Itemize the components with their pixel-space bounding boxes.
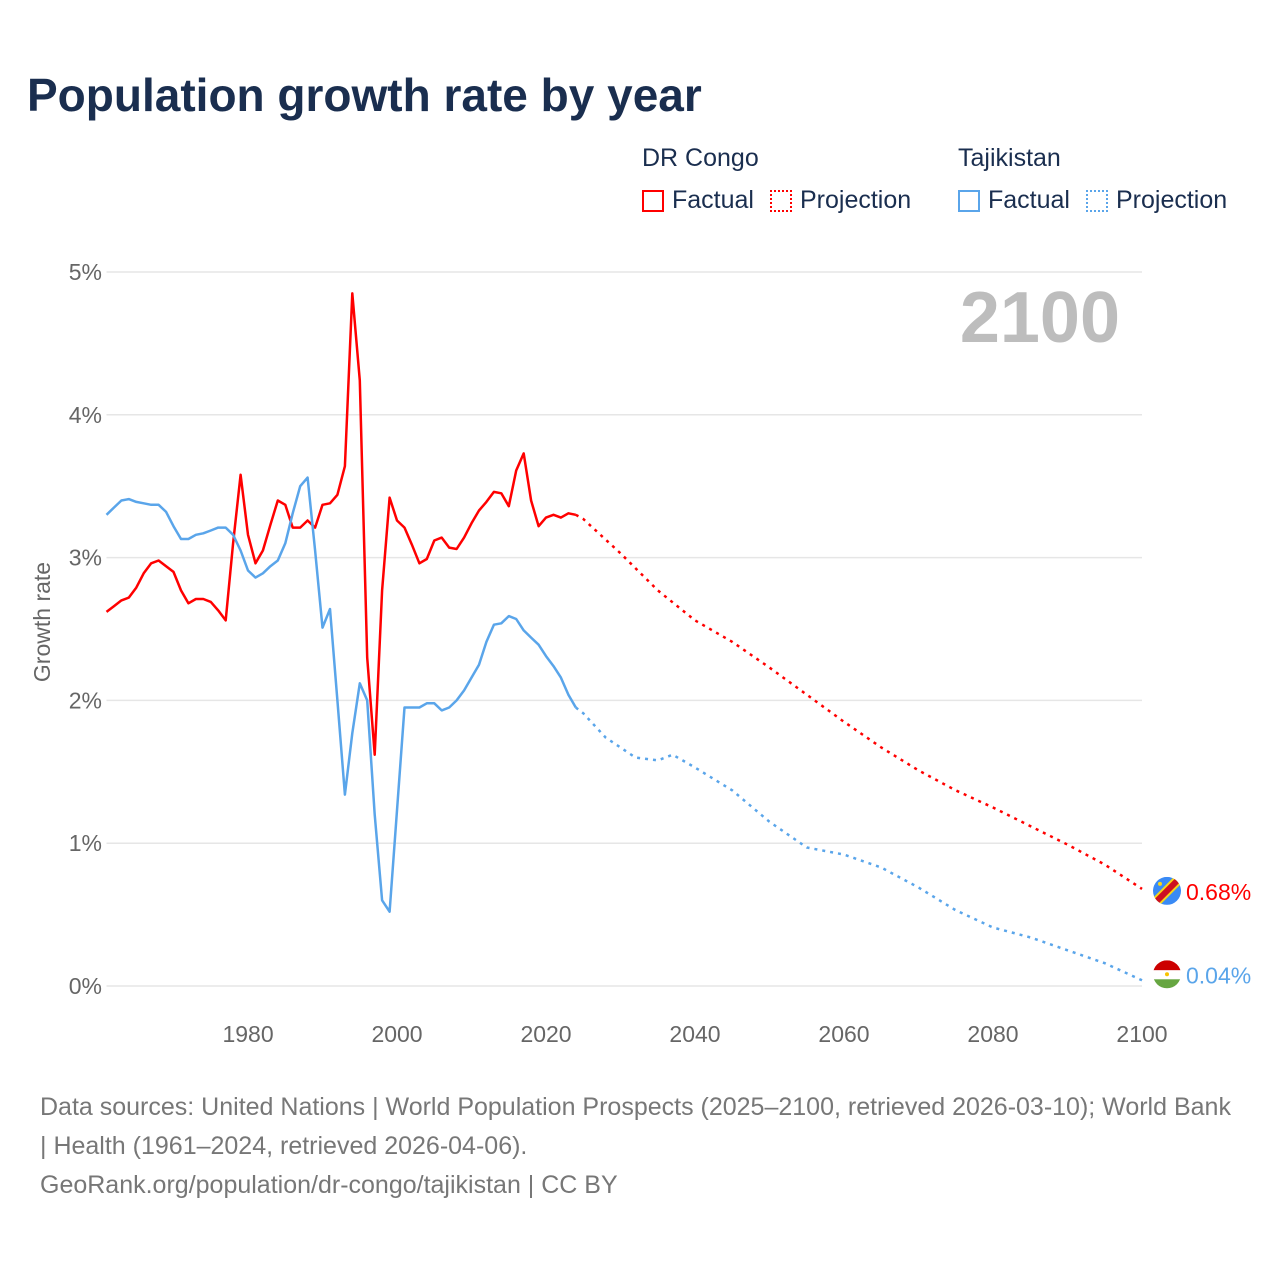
legend-swatch-dotted <box>769 189 792 212</box>
dr-congo-end-value: 0.68% <box>1186 879 1251 905</box>
y-tick-label: 0% <box>69 973 102 999</box>
tajikistan-projection-line <box>575 706 1143 982</box>
dr-congo-factual-line <box>105 292 577 756</box>
flag-crown <box>1165 972 1169 977</box>
tajikistan-end-value: 0.04% <box>1186 962 1251 988</box>
x-tick-label: 2060 <box>818 1021 869 1047</box>
footer: Data sources: United Nations | World Pop… <box>40 1088 1240 1205</box>
attribution-link[interactable]: GeoRank.org/population/dr-congo/tajikist… <box>40 1171 618 1199</box>
y-tick-label: 2% <box>69 687 102 713</box>
x-tick-label: 2020 <box>520 1021 571 1047</box>
legend-label: Projection <box>799 186 912 214</box>
dr-congo-projection-line <box>575 513 1143 890</box>
legend-item-factual[interactable]: Factual <box>958 186 1070 215</box>
legend-swatch-solid <box>958 189 980 212</box>
legend-label: Factual <box>672 186 754 214</box>
legend-item-projection[interactable]: Projection <box>769 186 912 215</box>
flag-star <box>1158 881 1162 886</box>
x-tick-label: 2080 <box>967 1021 1018 1047</box>
legend-item-projection[interactable]: Projection <box>1085 186 1228 215</box>
legend-swatch-solid <box>642 189 664 212</box>
x-tick-label: 2040 <box>669 1021 720 1047</box>
legend-tajikistan: Tajikistan Factual Projection <box>958 144 1243 215</box>
chart-title: Population growth rate by year <box>27 69 702 121</box>
line-chart: 0% 1% 2% 3% 4% 5% 1980 2000 2020 2040 2060 2080 2100… <box>29 259 1251 1047</box>
y-tick-label: 3% <box>69 545 102 571</box>
legend-title: Tajikistan <box>958 144 1061 172</box>
year-watermark: 2100 <box>960 278 1120 358</box>
legend-swatch-dotted <box>1085 189 1108 212</box>
legend-label: Projection <box>1115 186 1228 214</box>
y-tick-label: 5% <box>69 259 102 285</box>
tajikistan-flag-icon <box>1153 960 1181 989</box>
tajikistan-factual-line <box>105 476 577 913</box>
x-tick-label: 1980 <box>222 1021 273 1047</box>
x-tick-label: 2000 <box>371 1021 422 1047</box>
flag-body <box>1153 960 1181 989</box>
legend-title: DR Congo <box>642 144 759 172</box>
data-sources: Data sources: United Nations | World Pop… <box>40 1093 1231 1160</box>
flag-red-band <box>1153 960 1181 971</box>
y-tick-label: 4% <box>69 402 102 428</box>
legend-label: Factual <box>988 186 1070 214</box>
dr-congo-flag-icon <box>1153 876 1181 905</box>
flag-green-band <box>1153 979 1181 989</box>
legend-item-factual[interactable]: Factual <box>642 186 754 215</box>
legend-dr-congo: DR Congo Factual Projection <box>642 144 927 215</box>
y-tick-label: 1% <box>69 830 102 856</box>
y-axis-label: Growth rate <box>29 562 55 682</box>
flag-body <box>1153 876 1181 905</box>
x-tick-label: 2100 <box>1116 1021 1167 1047</box>
